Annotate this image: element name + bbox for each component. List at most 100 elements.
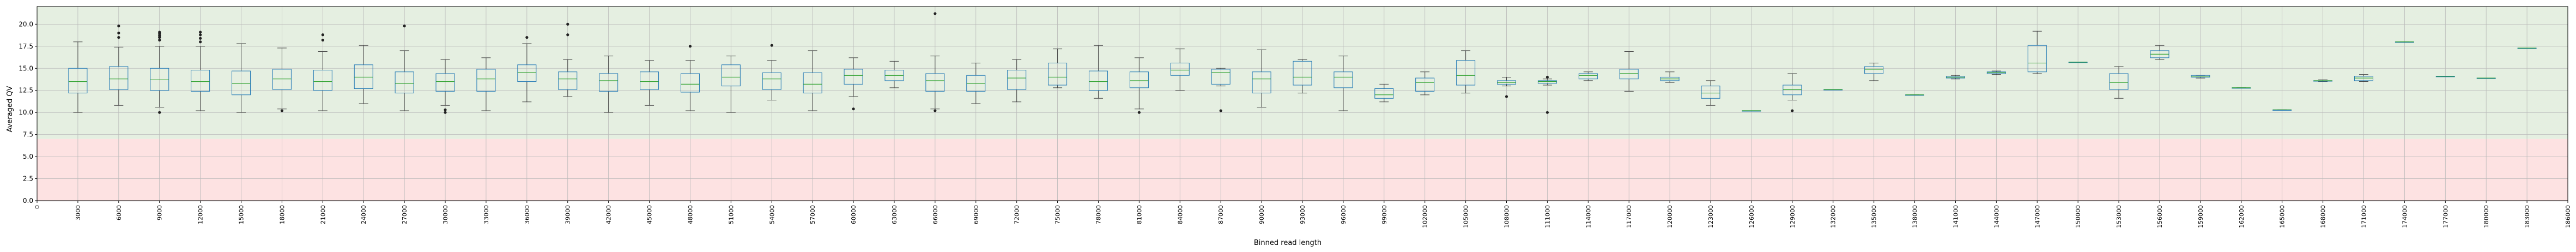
x-tick-label: 3000 — [75, 205, 82, 220]
x-tick-label: 180000 — [2483, 205, 2490, 228]
x-tick-label: 144000 — [1993, 205, 2000, 228]
y-tick-label: 5.0 — [23, 153, 33, 160]
x-tick-label: 99000 — [1381, 205, 1388, 224]
flier-point — [199, 40, 202, 44]
box-177000 — [2435, 76, 2455, 77]
y-tick-label: 0.0 — [23, 197, 33, 205]
x-tick-label: 75000 — [1054, 205, 1062, 224]
x-tick-label: 54000 — [768, 205, 775, 224]
flier-point — [566, 22, 569, 26]
x-tick-label: 69000 — [973, 205, 980, 224]
flier-point — [199, 37, 202, 40]
box-body — [517, 64, 537, 82]
box-81000 — [1129, 57, 1149, 114]
box-body — [1211, 69, 1231, 85]
x-tick-label: 57000 — [809, 205, 816, 224]
x-tick-label: 6000 — [116, 205, 123, 220]
x-tick-label: 138000 — [1912, 205, 1919, 228]
box-body — [1537, 80, 1557, 84]
x-tick-label: 81000 — [1136, 205, 1143, 224]
box-156000 — [2150, 45, 2169, 60]
box-body — [680, 73, 700, 93]
box-body — [1129, 71, 1149, 88]
box-body — [2109, 73, 2129, 90]
x-tick-label: 129000 — [1789, 205, 1796, 228]
flier-point — [199, 33, 202, 37]
box-153000 — [2109, 66, 2129, 99]
flier-point — [158, 31, 161, 34]
box-body — [2354, 76, 2373, 81]
y-tick-label: 10.0 — [19, 109, 33, 116]
box-body — [1864, 66, 1884, 74]
grid-lines — [37, 7, 2568, 201]
y-tick-label: 2.5 — [23, 175, 33, 183]
x-axis-label: Binned read length — [1254, 239, 1322, 247]
x-tick-label: 36000 — [524, 205, 531, 224]
box-90000 — [1252, 49, 1271, 107]
x-tick-label: 117000 — [1626, 205, 1633, 228]
box-body — [68, 68, 88, 94]
box-30000 — [435, 59, 455, 114]
x-tick-label: 27000 — [401, 205, 408, 224]
box-120000 — [1660, 71, 1680, 83]
box-159000 — [2191, 75, 2210, 79]
box-body — [150, 68, 169, 91]
box-27000 — [395, 25, 414, 111]
x-tick-label: 24000 — [360, 205, 367, 224]
x-tick-label: 60000 — [850, 205, 857, 224]
x-tick-label: 78000 — [1095, 205, 1102, 224]
flier-point — [934, 12, 937, 15]
x-tick-label: 174000 — [2401, 205, 2408, 228]
flier-point — [1791, 109, 1794, 112]
box-54000 — [762, 44, 781, 101]
x-tick-label: 114000 — [1585, 205, 1592, 228]
flier-point — [770, 44, 773, 47]
box-87000 — [1211, 68, 1231, 112]
box-body — [844, 69, 863, 85]
flier-point — [1545, 75, 1549, 79]
x-tick-label: 150000 — [2075, 205, 2082, 228]
box-body — [1048, 63, 1068, 86]
y-tick-label: 12.5 — [19, 87, 33, 94]
box-150000 — [2068, 62, 2088, 63]
x-tick-label: 33000 — [483, 205, 490, 224]
box-123000 — [1701, 80, 1720, 106]
box-body — [721, 64, 741, 87]
y-tick-label: 17.5 — [19, 43, 33, 50]
box-9000 — [150, 31, 169, 114]
x-tick-label: 147000 — [2034, 205, 2041, 228]
box-168000 — [2313, 79, 2333, 82]
box-84000 — [1170, 49, 1190, 91]
x-tick-label: 21000 — [319, 205, 326, 224]
box-66000 — [925, 12, 945, 112]
box-108000 — [1497, 76, 1517, 98]
box-63000 — [884, 61, 904, 88]
box-body — [1374, 88, 1394, 99]
y-tick-label: 7.5 — [23, 131, 33, 139]
box-body — [109, 66, 129, 90]
x-tick-label: 108000 — [1504, 205, 1511, 228]
x-tick-label: 183000 — [2524, 205, 2531, 228]
box-body — [1619, 69, 1639, 80]
x-tick-label: 42000 — [605, 205, 613, 224]
flier-point — [321, 38, 324, 42]
box-69000 — [966, 63, 986, 104]
flier-point — [117, 36, 120, 39]
x-tick-label: 132000 — [1830, 205, 1837, 228]
flier-point — [688, 45, 692, 48]
box-body — [1783, 85, 1802, 95]
box-body — [191, 70, 210, 92]
box-111000 — [1537, 75, 1557, 114]
box-96000 — [1334, 56, 1353, 111]
box-body — [354, 64, 373, 89]
x-tick-label: 63000 — [891, 205, 898, 224]
box-174000 — [2395, 41, 2414, 43]
x-tick-label: 156000 — [2156, 205, 2163, 228]
box-body — [232, 70, 251, 95]
x-tick-label: 111000 — [1544, 205, 1551, 228]
x-tick-label: 87000 — [1217, 205, 1225, 224]
x-tick-label: 162000 — [2238, 205, 2245, 228]
x-tick-label: 45000 — [646, 205, 653, 224]
box-body — [1578, 73, 1598, 80]
